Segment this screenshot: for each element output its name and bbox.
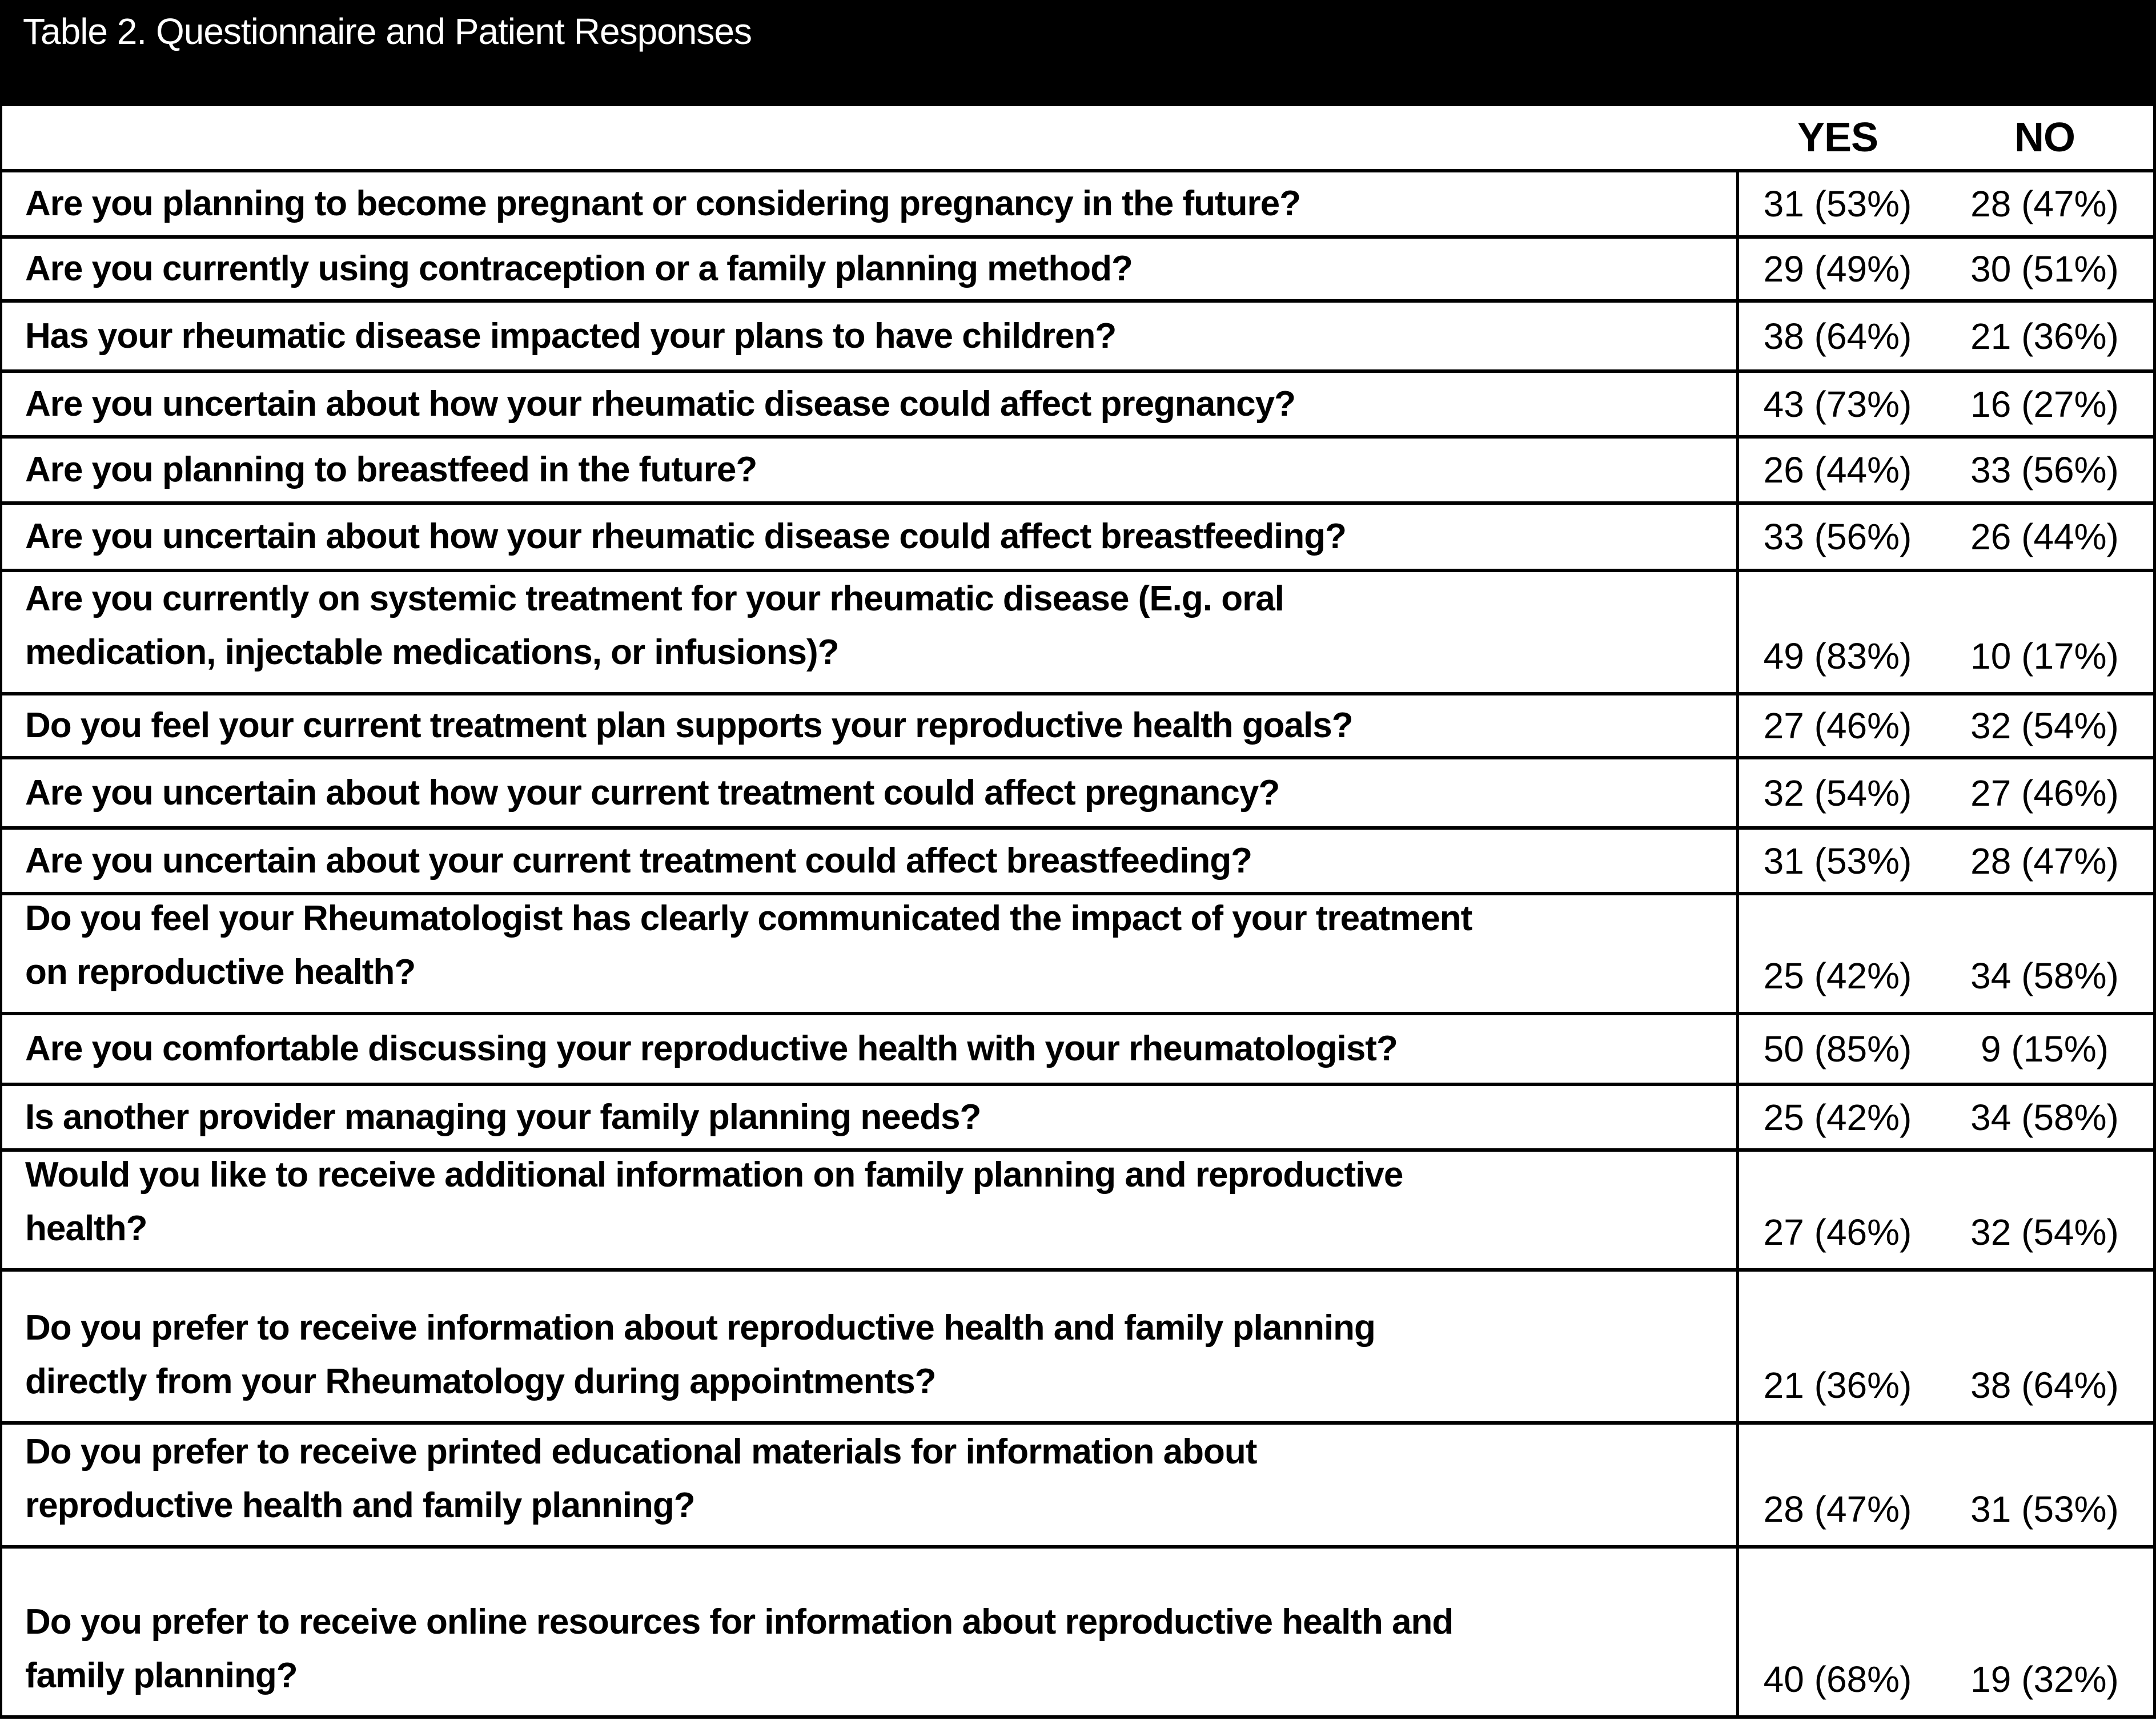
questionnaire-table: YES NO Are you planning to become pregna… — [0, 106, 2156, 1719]
question-cell: Are you planning to breastfeed in the fu… — [2, 439, 1739, 501]
table-row: Is another provider managing your family… — [2, 1086, 2153, 1152]
yes-value-cell: 27 (46%) — [1763, 705, 1912, 746]
no-value-cell: 31 (53%) — [1970, 1489, 2119, 1530]
question-cell: Are you uncertain about how your rheumat… — [2, 373, 1739, 435]
yes-column-header: YES — [1797, 115, 1878, 160]
question-cell: Do you prefer to receive information abo… — [2, 1272, 1739, 1421]
table-title: Table 2. Questionnaire and Patient Respo… — [0, 0, 2156, 106]
no-value-cell: 16 (27%) — [1970, 383, 2119, 425]
yes-value-cell: 25 (42%) — [1763, 955, 1912, 996]
no-value-cell: 21 (36%) — [1970, 315, 2119, 357]
no-value-cell: 9 (15%) — [1980, 1028, 2109, 1069]
question-cell: Are you comfortable discussing your repr… — [2, 1015, 1739, 1083]
no-value-cell: 30 (51%) — [1970, 248, 2119, 289]
yes-value-cell: 50 (85%) — [1763, 1028, 1912, 1069]
no-value-cell: 19 (32%) — [1970, 1659, 2119, 1700]
no-value-cell: 34 (58%) — [1970, 1096, 2119, 1138]
question-cell: Are you uncertain about how your current… — [2, 759, 1739, 826]
yes-value-cell: 43 (73%) — [1763, 383, 1912, 425]
table-row: Are you uncertain about how your current… — [2, 759, 2153, 830]
yes-value-cell: 27 (46%) — [1763, 1212, 1912, 1253]
yes-value-cell: 25 (42%) — [1763, 1096, 1912, 1138]
yes-value-cell: 33 (56%) — [1763, 516, 1912, 557]
table-row: Do you prefer to receive printed educati… — [2, 1425, 2153, 1549]
table-row: Would you like to receive additional inf… — [2, 1152, 2153, 1272]
no-value-cell: 28 (47%) — [1970, 840, 2119, 882]
table-row: Are you uncertain about how your rheumat… — [2, 373, 2153, 439]
table-row: Do you feel your Rheumatologist has clea… — [2, 895, 2153, 1015]
table-row: Are you planning to become pregnant or c… — [2, 172, 2153, 239]
question-cell: Is another provider managing your family… — [2, 1086, 1739, 1148]
yes-value-cell: 31 (53%) — [1763, 183, 1912, 224]
no-column-header: NO — [2014, 115, 2075, 160]
table-header-row: YES NO — [2, 106, 2153, 172]
question-cell: Do you feel your Rheumatologist has clea… — [2, 895, 1739, 1012]
no-value-cell: 10 (17%) — [1970, 636, 2119, 677]
table-row: Do you prefer to receive information abo… — [2, 1272, 2153, 1425]
yes-value-cell: 49 (83%) — [1763, 636, 1912, 677]
no-value-cell: 34 (58%) — [1970, 955, 2119, 996]
table-row: Are you currently using contraception or… — [2, 239, 2153, 303]
question-cell: Are you currently using contraception or… — [2, 239, 1739, 299]
question-cell: Do you prefer to receive printed educati… — [2, 1425, 1739, 1545]
yes-value-cell: 29 (49%) — [1763, 248, 1912, 289]
yes-value-cell: 26 (44%) — [1763, 449, 1912, 490]
no-value-cell: 28 (47%) — [1970, 183, 2119, 224]
yes-value-cell: 21 (36%) — [1763, 1365, 1912, 1406]
table-row: Are you currently on systemic treatment … — [2, 572, 2153, 695]
yes-value-cell: 40 (68%) — [1763, 1659, 1912, 1700]
table-row: Are you comfortable discussing your repr… — [2, 1015, 2153, 1086]
no-value-cell: 33 (56%) — [1970, 449, 2119, 490]
no-value-cell: 32 (54%) — [1970, 705, 2119, 746]
question-cell: Are you uncertain about how your rheumat… — [2, 505, 1739, 569]
no-value-cell: 38 (64%) — [1970, 1365, 2119, 1406]
question-cell: Are you currently on systemic treatment … — [2, 572, 1739, 692]
question-cell: Are you uncertain about your current tre… — [2, 830, 1739, 892]
table-row: Are you uncertain about your current tre… — [2, 830, 2153, 895]
question-cell: Do you prefer to receive online resource… — [2, 1549, 1739, 1715]
no-value-cell: 32 (54%) — [1970, 1212, 2119, 1253]
yes-value-cell: 38 (64%) — [1763, 315, 1912, 357]
yes-value-cell: 31 (53%) — [1763, 840, 1912, 882]
question-cell: Are you planning to become pregnant or c… — [2, 172, 1739, 235]
table-row: Are you uncertain about how your rheumat… — [2, 505, 2153, 572]
yes-value-cell: 32 (54%) — [1763, 772, 1912, 814]
table-row: Has your rheumatic disease impacted your… — [2, 303, 2153, 373]
question-cell: Do you feel your current treatment plan … — [2, 695, 1739, 756]
question-cell: Has your rheumatic disease impacted your… — [2, 303, 1739, 369]
no-value-cell: 27 (46%) — [1970, 772, 2119, 814]
table-row: Are you planning to breastfeed in the fu… — [2, 439, 2153, 505]
table-body: Are you planning to become pregnant or c… — [2, 172, 2153, 1719]
no-value-cell: 26 (44%) — [1970, 516, 2119, 557]
question-cell: Would you like to receive additional inf… — [2, 1152, 1739, 1268]
table-row: Do you prefer to receive online resource… — [2, 1549, 2153, 1719]
yes-value-cell: 28 (47%) — [1763, 1489, 1912, 1530]
table-row: Do you feel your current treatment plan … — [2, 695, 2153, 759]
